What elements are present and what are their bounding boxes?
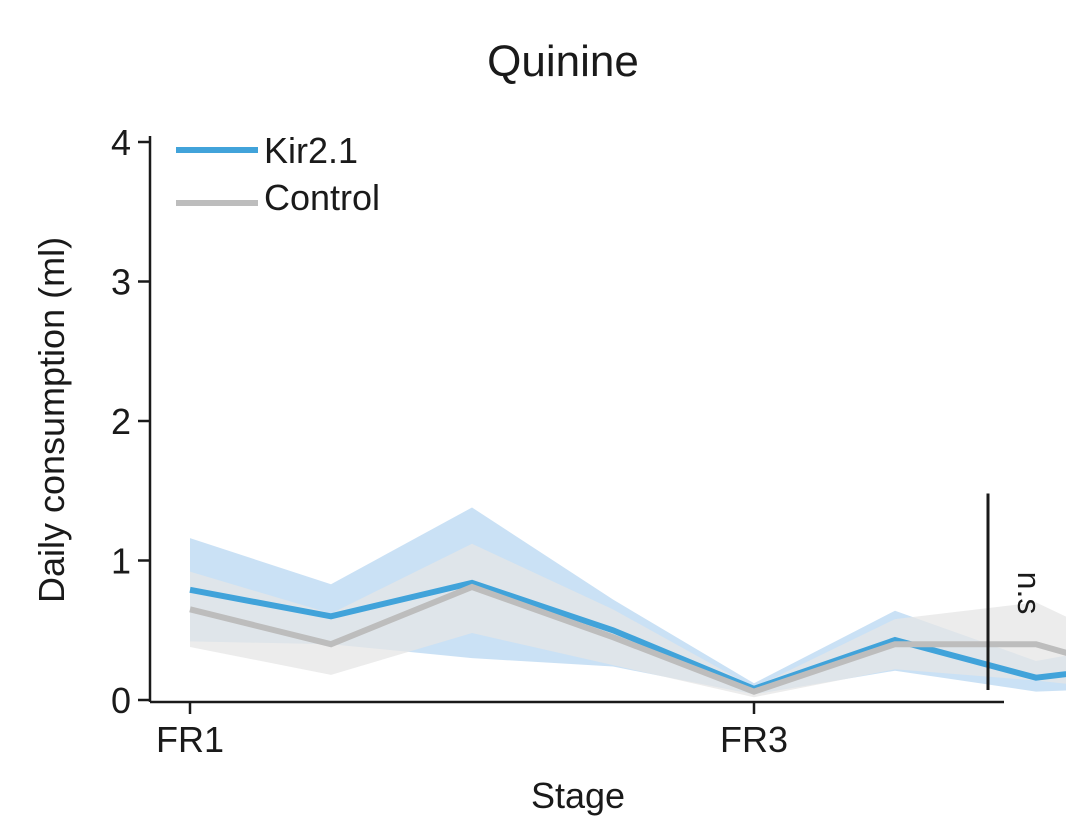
legend: Kir2.1 Control	[176, 130, 380, 218]
confidence-bands	[190, 494, 1066, 699]
y-tick-label: 4	[111, 122, 131, 163]
y-tick-label: 1	[111, 541, 131, 582]
x-tick-label: FR3	[720, 719, 788, 760]
significance-label: n.s	[1011, 572, 1047, 615]
x-tick-label: FR1	[156, 719, 224, 760]
legend-label-control: Control	[264, 177, 380, 218]
y-tick-label: 3	[111, 262, 131, 303]
chart-title: Quinine	[487, 37, 639, 86]
y-axis-label: Daily consumption (ml)	[31, 237, 72, 603]
y-tick-label: 0	[111, 680, 131, 721]
y-axis-ticks: 0 1 2 3 4	[111, 122, 150, 721]
x-axis-label: Stage	[531, 775, 625, 816]
x-axis-ticks: FR1FR3FR5	[156, 702, 1066, 760]
y-tick-label: 2	[111, 401, 131, 442]
legend-label-kir2-1: Kir2.1	[264, 130, 358, 171]
